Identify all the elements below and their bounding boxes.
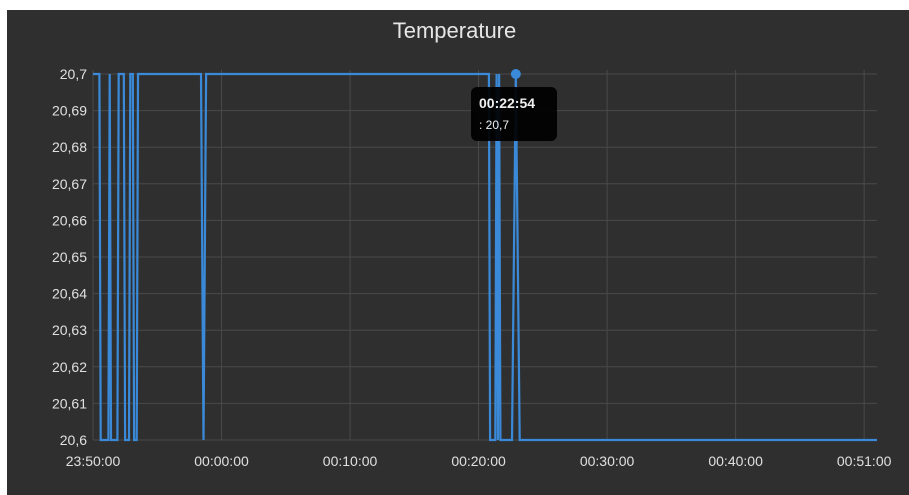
x-tick-label: 00:40:00 xyxy=(708,453,763,469)
x-tick-label: 23:50:00 xyxy=(66,453,121,469)
tooltip-title: 00:22:54 xyxy=(479,95,536,111)
x-axis-tick-labels: 23:50:00 00:00:00 00:10:00 00:20:00 00:30:00… xyxy=(66,453,892,469)
y-tick-label: 20,64 xyxy=(52,286,87,302)
y-axis-tick-labels: 20,6 20,61 20,62 20,63 20,64 20,65 20,66 20,67 2… xyxy=(52,66,87,448)
tooltip-value: : 20,7 xyxy=(479,118,510,132)
y-tick-label: 20,63 xyxy=(52,322,87,338)
x-tick-label: 00:10:00 xyxy=(323,453,378,469)
x-tick-label: 00:51:00 xyxy=(837,453,892,469)
y-tick-label: 20,61 xyxy=(52,395,87,411)
y-tick-label: 20,65 xyxy=(52,249,87,265)
y-tick-label: 20,67 xyxy=(52,176,87,192)
highlight-group[interactable] xyxy=(510,69,521,79)
y-tick-label: 20,6 xyxy=(60,432,87,448)
y-tick-label: 20,69 xyxy=(52,103,87,119)
highlight-point[interactable] xyxy=(510,69,521,79)
chart-title: Temperature xyxy=(392,18,517,43)
x-tick-label: 00:20:00 xyxy=(451,453,506,469)
y-tick-label: 20,68 xyxy=(52,139,87,155)
chart-panel xyxy=(7,10,909,495)
y-tick-label: 20,7 xyxy=(60,66,87,82)
x-tick-label: 00:00:00 xyxy=(194,453,249,469)
x-tick-label: 00:30:00 xyxy=(580,453,635,469)
y-tick-label: 20,66 xyxy=(52,212,87,228)
data-tooltip: 00:22:54 : 20,7 xyxy=(471,87,557,141)
y-tick-label: 20,62 xyxy=(52,359,87,375)
